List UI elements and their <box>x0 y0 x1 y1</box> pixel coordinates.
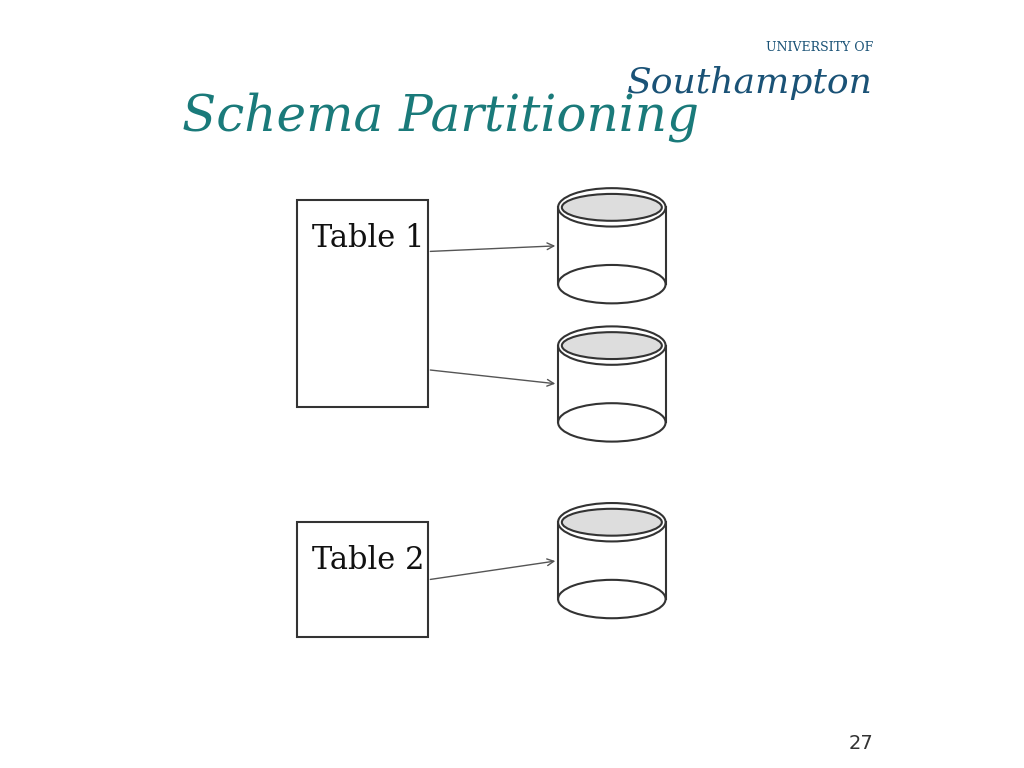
Text: UNIVERSITY OF: UNIVERSITY OF <box>766 41 872 54</box>
FancyBboxPatch shape <box>558 522 666 599</box>
Ellipse shape <box>562 194 662 221</box>
Ellipse shape <box>558 188 666 227</box>
Text: Table 2: Table 2 <box>312 545 425 576</box>
Ellipse shape <box>558 580 666 618</box>
Ellipse shape <box>558 326 666 365</box>
FancyBboxPatch shape <box>558 207 666 284</box>
Text: Southampton: Southampton <box>627 66 872 100</box>
FancyBboxPatch shape <box>558 346 666 422</box>
FancyBboxPatch shape <box>297 200 428 407</box>
Ellipse shape <box>562 508 662 536</box>
Ellipse shape <box>558 503 666 541</box>
Ellipse shape <box>562 332 662 359</box>
Text: Schema Partitioning: Schema Partitioning <box>182 92 698 142</box>
Ellipse shape <box>558 403 666 442</box>
Text: Table 1: Table 1 <box>312 223 425 253</box>
Ellipse shape <box>558 265 666 303</box>
FancyBboxPatch shape <box>297 522 428 637</box>
Text: 27: 27 <box>848 733 872 753</box>
